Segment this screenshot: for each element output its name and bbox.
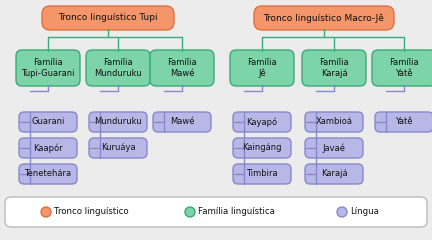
Text: Xambioá: Xambioá xyxy=(315,118,353,126)
Text: Yatê: Yatê xyxy=(395,118,413,126)
FancyBboxPatch shape xyxy=(230,50,294,86)
FancyBboxPatch shape xyxy=(19,164,77,184)
FancyBboxPatch shape xyxy=(254,6,394,30)
FancyBboxPatch shape xyxy=(42,6,174,30)
Text: Tronco linguístico Tupi: Tronco linguístico Tupi xyxy=(58,13,158,23)
Text: Família
Jê: Família Jê xyxy=(247,58,277,78)
Text: Família
Yatê: Família Yatê xyxy=(389,58,419,78)
FancyBboxPatch shape xyxy=(89,138,147,158)
FancyBboxPatch shape xyxy=(19,138,77,158)
FancyBboxPatch shape xyxy=(372,50,432,86)
FancyBboxPatch shape xyxy=(86,50,150,86)
Text: Família
Munduruku: Família Munduruku xyxy=(94,58,142,78)
Circle shape xyxy=(41,207,51,217)
Text: Família linguística: Família linguística xyxy=(198,208,275,216)
FancyBboxPatch shape xyxy=(305,138,363,158)
FancyBboxPatch shape xyxy=(16,50,80,86)
FancyBboxPatch shape xyxy=(375,112,432,132)
Text: Munduruku: Munduruku xyxy=(94,118,142,126)
FancyBboxPatch shape xyxy=(302,50,366,86)
Circle shape xyxy=(185,207,195,217)
FancyBboxPatch shape xyxy=(5,197,427,227)
Text: Timbira: Timbira xyxy=(246,169,278,179)
FancyBboxPatch shape xyxy=(19,112,77,132)
Text: Família
Karajá: Família Karajá xyxy=(319,58,349,78)
Text: Tronco linguístico: Tronco linguístico xyxy=(54,208,129,216)
Text: Família
Tupi-Guarani: Família Tupi-Guarani xyxy=(21,58,75,78)
Text: Karajá: Karajá xyxy=(321,169,347,179)
Text: Javaé: Javaé xyxy=(323,143,346,153)
Text: Kayapó: Kayapó xyxy=(246,117,278,127)
FancyBboxPatch shape xyxy=(305,164,363,184)
Text: Kaingáng: Kaingáng xyxy=(242,144,282,152)
Text: Mawé: Mawé xyxy=(170,118,194,126)
FancyBboxPatch shape xyxy=(89,112,147,132)
Text: Kuruáya: Kuruáya xyxy=(101,144,135,152)
Circle shape xyxy=(337,207,347,217)
Text: Língua: Língua xyxy=(350,208,379,216)
Text: Tenetehára: Tenetehára xyxy=(25,169,72,179)
Text: Tronco linguístico Macro-Jê: Tronco linguístico Macro-Jê xyxy=(264,13,384,23)
FancyBboxPatch shape xyxy=(150,50,214,86)
FancyBboxPatch shape xyxy=(305,112,363,132)
FancyBboxPatch shape xyxy=(233,112,291,132)
FancyBboxPatch shape xyxy=(233,164,291,184)
Text: Família
Mawé: Família Mawé xyxy=(167,58,197,78)
FancyBboxPatch shape xyxy=(153,112,211,132)
FancyBboxPatch shape xyxy=(233,138,291,158)
Text: Guarani: Guarani xyxy=(31,118,65,126)
Text: Kaapór: Kaapór xyxy=(33,143,63,153)
